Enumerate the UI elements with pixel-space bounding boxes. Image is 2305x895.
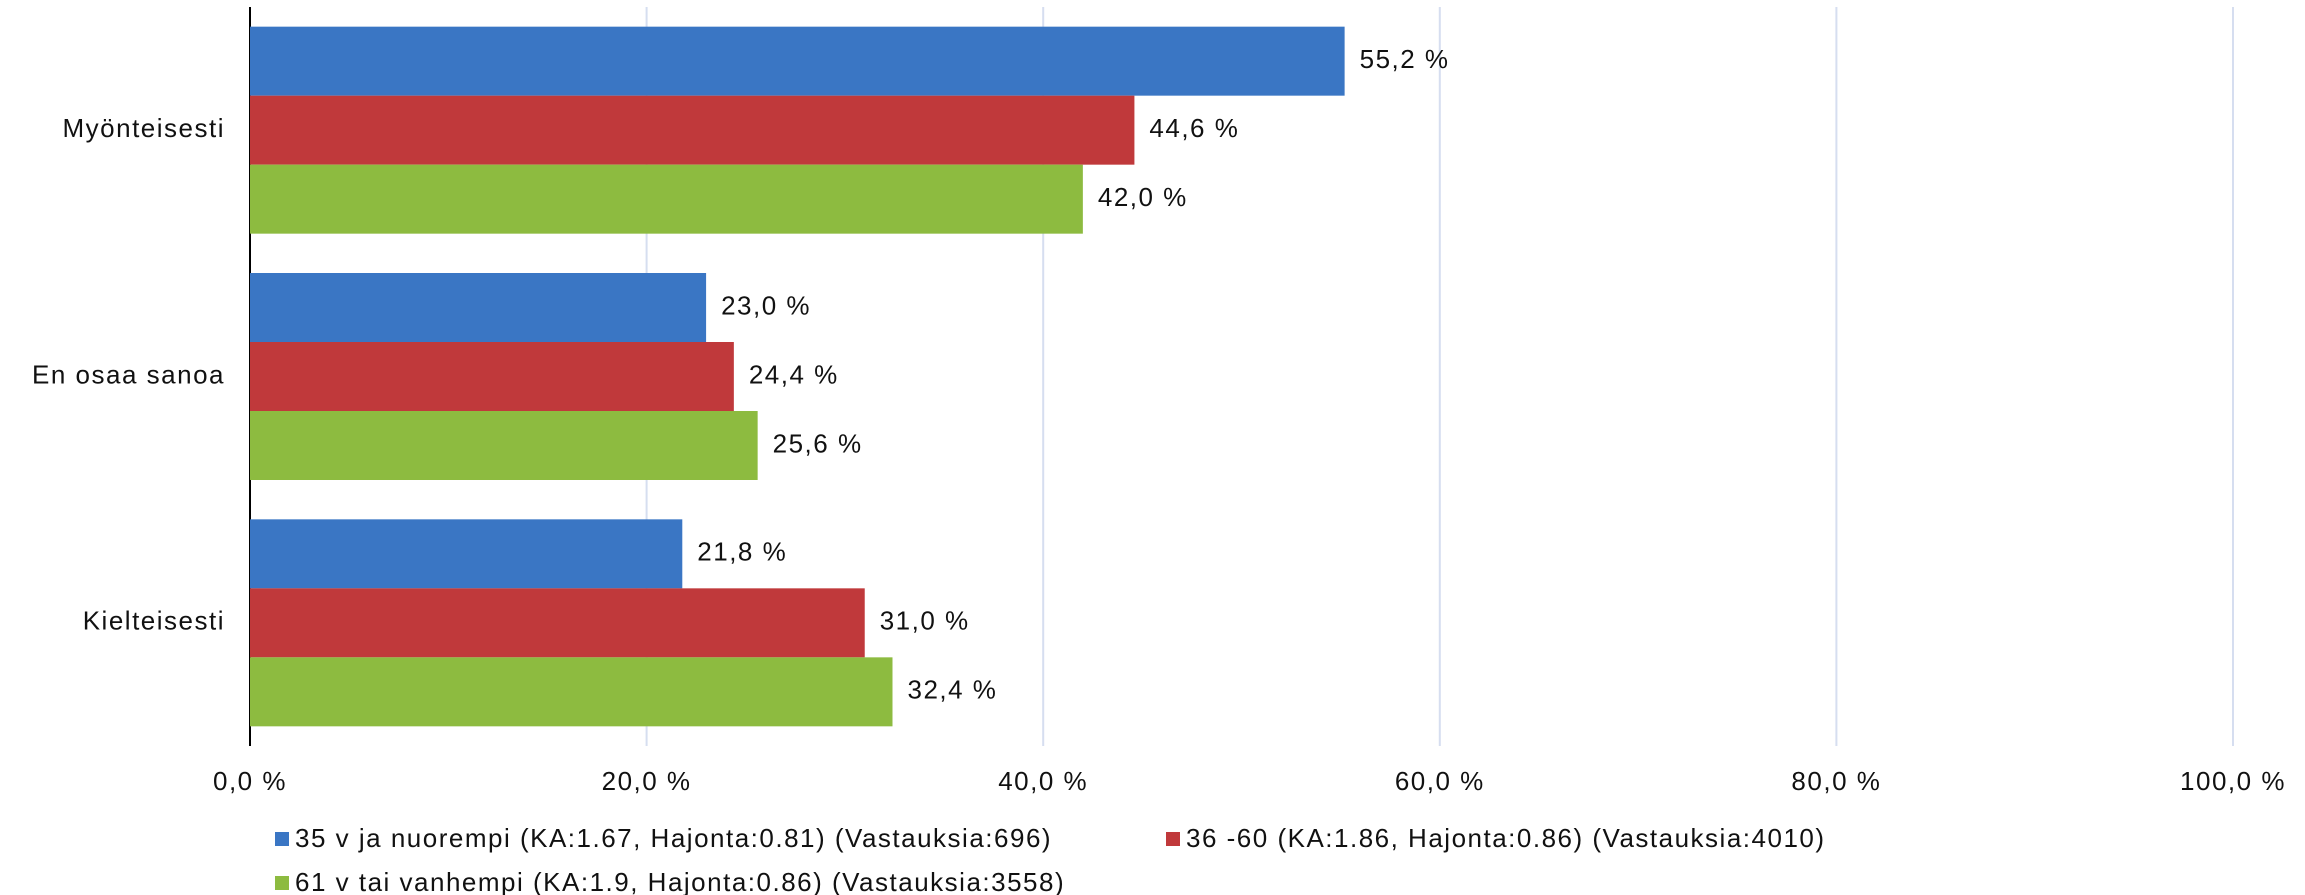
x-tick-label: 20,0 % — [602, 766, 692, 796]
legend-label: 36 -60 (KA:1.86, Hajonta:0.86) (Vastauks… — [1186, 823, 1826, 853]
legend-label: 61 v tai vanhempi (KA:1.9, Hajonta:0.86)… — [295, 867, 1065, 895]
legend-swatch — [275, 876, 289, 890]
y-tick-label: Myönteisesti — [63, 113, 226, 143]
bar — [250, 411, 758, 480]
data-label: 44,6 % — [1149, 113, 1239, 143]
x-tick-label: 100,0 % — [2180, 766, 2286, 796]
bar — [250, 273, 707, 342]
x-tick-label: 60,0 % — [1395, 766, 1485, 796]
bar — [250, 26, 1345, 96]
data-label: 55,2 % — [1360, 44, 1450, 74]
legend-swatch — [275, 832, 289, 846]
data-label: 23,0 % — [721, 290, 811, 320]
data-label: 42,0 % — [1098, 182, 1188, 212]
bar — [250, 342, 734, 411]
x-tick-label: 80,0 % — [1791, 766, 1881, 796]
bar — [250, 164, 1083, 234]
bar — [250, 588, 865, 658]
x-tick-label: 0,0 % — [213, 766, 287, 796]
x-tick-label: 40,0 % — [998, 766, 1088, 796]
bar — [250, 657, 893, 727]
data-label: 21,8 % — [697, 537, 787, 567]
y-tick-label: En osaa sanoa — [32, 359, 225, 389]
data-label: 31,0 % — [880, 606, 970, 636]
data-label: 25,6 % — [773, 428, 863, 458]
bar — [250, 519, 683, 589]
bar — [250, 95, 1135, 165]
legend-label: 35 v ja nuorempi (KA:1.67, Hajonta:0.81)… — [295, 823, 1052, 853]
data-label: 24,4 % — [749, 359, 839, 389]
legend-swatch — [1166, 832, 1180, 846]
y-tick-label: Kielteisesti — [83, 606, 225, 636]
data-label: 32,4 % — [907, 675, 997, 705]
